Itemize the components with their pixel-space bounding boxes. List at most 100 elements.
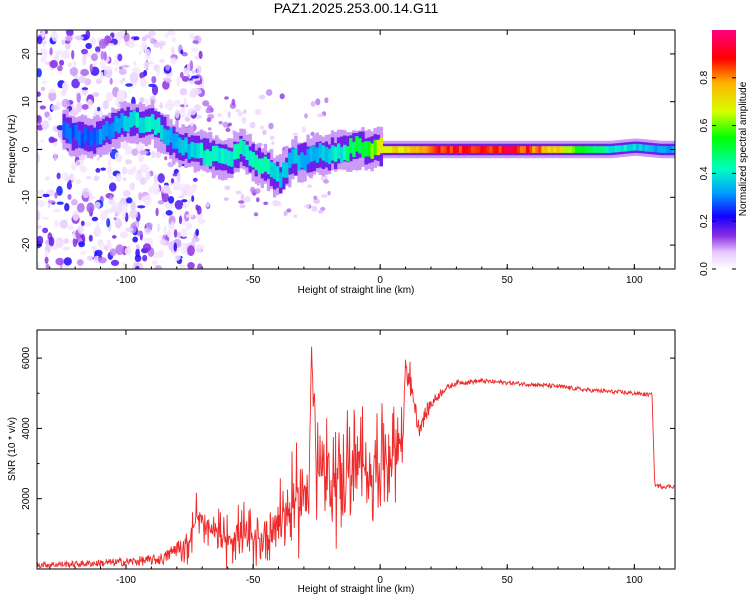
heatmap-noise-cell [327, 191, 331, 196]
heatmap-noise-cell [318, 209, 324, 214]
heatmap-noise-cell [63, 238, 69, 245]
heatmap-noise-cell [62, 246, 71, 251]
heatmap-ridge-cell [224, 149, 228, 165]
heatmap-ridge-cell [340, 147, 344, 163]
heatmap-noise-cell [186, 222, 193, 230]
heatmap-noise-cell [148, 61, 155, 65]
heatmap-ridge-cell [553, 146, 557, 153]
heatmap-ridge-cell [102, 125, 106, 141]
heatmap-noise-cell [41, 120, 50, 131]
heatmap-noise-cell [140, 163, 149, 174]
heatmap-ridge-cell [483, 146, 487, 153]
heatmap-noise-cell [166, 229, 172, 238]
heatmap-noise-cell [138, 153, 144, 163]
heatmap-ridge-cell [465, 146, 469, 153]
heatmap-noise-cell [283, 210, 288, 216]
heatmap-ridge-cell [477, 146, 481, 153]
heatmap-noise-cell [192, 40, 199, 44]
heatmap-noise-cell [99, 71, 104, 81]
heatmap-noise-cell [118, 68, 127, 75]
heatmap-ridge-cell [391, 146, 396, 153]
heatmap-ridge-cell [620, 145, 624, 152]
heatmap-ridge-cell [651, 145, 655, 152]
heatmap-noise-cell [178, 195, 185, 199]
heatmap-ridge-cell [147, 116, 152, 132]
heatmap-noise-cell [106, 218, 111, 228]
heatmap-ridge-cell [596, 146, 600, 153]
heatmap-noise-cell [85, 221, 91, 227]
heatmap-noise-cell [53, 208, 62, 213]
heatmap-noise-cell [152, 182, 159, 191]
heatmap-noise-cell [260, 125, 264, 130]
heatmap-ridge-cell [135, 112, 139, 128]
heatmap-ridge-cell [458, 146, 463, 153]
colorbar-tick-label: 0.4 [699, 166, 710, 180]
heatmap-noise-cell [151, 260, 158, 266]
heatmap-ridge-cell [574, 146, 579, 153]
heatmap-ridge-cell [202, 150, 207, 166]
heatmap-ridge-cell [312, 145, 316, 161]
heatmap-noise-cell [258, 94, 266, 100]
heatmap-ridge-cell [602, 146, 606, 153]
heatmap-noise-cell [79, 165, 88, 173]
heatmap-ridge-cell [462, 146, 466, 153]
heatmap-noise-cell [88, 234, 93, 242]
heatmap-ridge-cell [150, 114, 155, 130]
heatmap-noise-cell [306, 184, 313, 188]
heatmap-noise-cell [185, 214, 194, 218]
heatmap-ridge-cell [175, 133, 179, 149]
heatmap-noise-cell [187, 245, 195, 257]
heatmap-noise-cell [269, 135, 275, 141]
heatmap-noise-cell [159, 42, 163, 50]
heatmap-noise-cell [115, 173, 122, 182]
heatmap-noise-cell [109, 77, 113, 85]
heatmap-ridge-cell [568, 146, 573, 153]
y-tick-label: -20 [21, 237, 32, 252]
heatmap-noise-cell [179, 71, 184, 79]
heatmap-noise-cell [62, 82, 68, 90]
heatmap-noise-cell [80, 68, 89, 77]
heatmap-ridge-cell [382, 146, 387, 153]
heatmap-noise-cell [62, 171, 68, 181]
heatmap-noise-cell [240, 193, 245, 201]
heatmap-noise-cell [47, 115, 52, 121]
heatmap-ridge-cell [160, 125, 164, 141]
heatmap-noise-cell [315, 98, 321, 106]
heatmap-noise-cell [37, 68, 42, 78]
heatmap-noise-cell [145, 222, 153, 230]
heatmap-noise-cell [97, 106, 101, 112]
heatmap-noise-cell [125, 83, 133, 87]
heatmap-noise-cell [37, 115, 42, 125]
heatmap-noise-cell [320, 194, 328, 198]
heatmap-noise-cell [71, 199, 78, 206]
heatmap-noise-cell [47, 198, 52, 209]
heatmap-noise-cell [92, 92, 100, 97]
heatmap-ridge-cell [336, 143, 341, 159]
heatmap-ridge-cell [254, 154, 258, 171]
heatmap-noise-cell [41, 30, 46, 38]
heatmap-ridge-cell [370, 143, 374, 159]
heatmap-ridge-cell [605, 146, 609, 153]
heatmap-ridge-cell [541, 146, 545, 153]
heatmap-noise-cell [159, 102, 163, 109]
heatmap-noise-cell [174, 200, 184, 210]
heatmap-noise-cell [161, 212, 166, 218]
heatmap-noise-cell [76, 161, 81, 165]
heatmap-noise-cell [95, 168, 101, 173]
heatmap-noise-cell [113, 59, 120, 66]
heatmap-noise-cell [37, 190, 46, 195]
y-tick-label: 20 [21, 48, 32, 60]
heatmap-ridge-cell [642, 144, 646, 152]
heatmap-noise-cell [37, 142, 41, 147]
heatmap-noise-cell [237, 110, 244, 117]
heatmap-ridge-cell [321, 145, 326, 161]
heatmap-ridge-cell [614, 145, 618, 153]
heatmap-ridge-cell [153, 119, 158, 135]
heatmap-noise-cell [95, 78, 103, 85]
y-tick-label: 0 [21, 146, 32, 152]
colorbar-label: Normalized spectral amplitude [738, 81, 749, 216]
heatmap-noise-cell [44, 256, 49, 264]
heatmap-noise-cell [40, 48, 45, 52]
heatmap-ridge-cell [452, 146, 457, 153]
heatmap-ridge-cell [71, 123, 75, 139]
